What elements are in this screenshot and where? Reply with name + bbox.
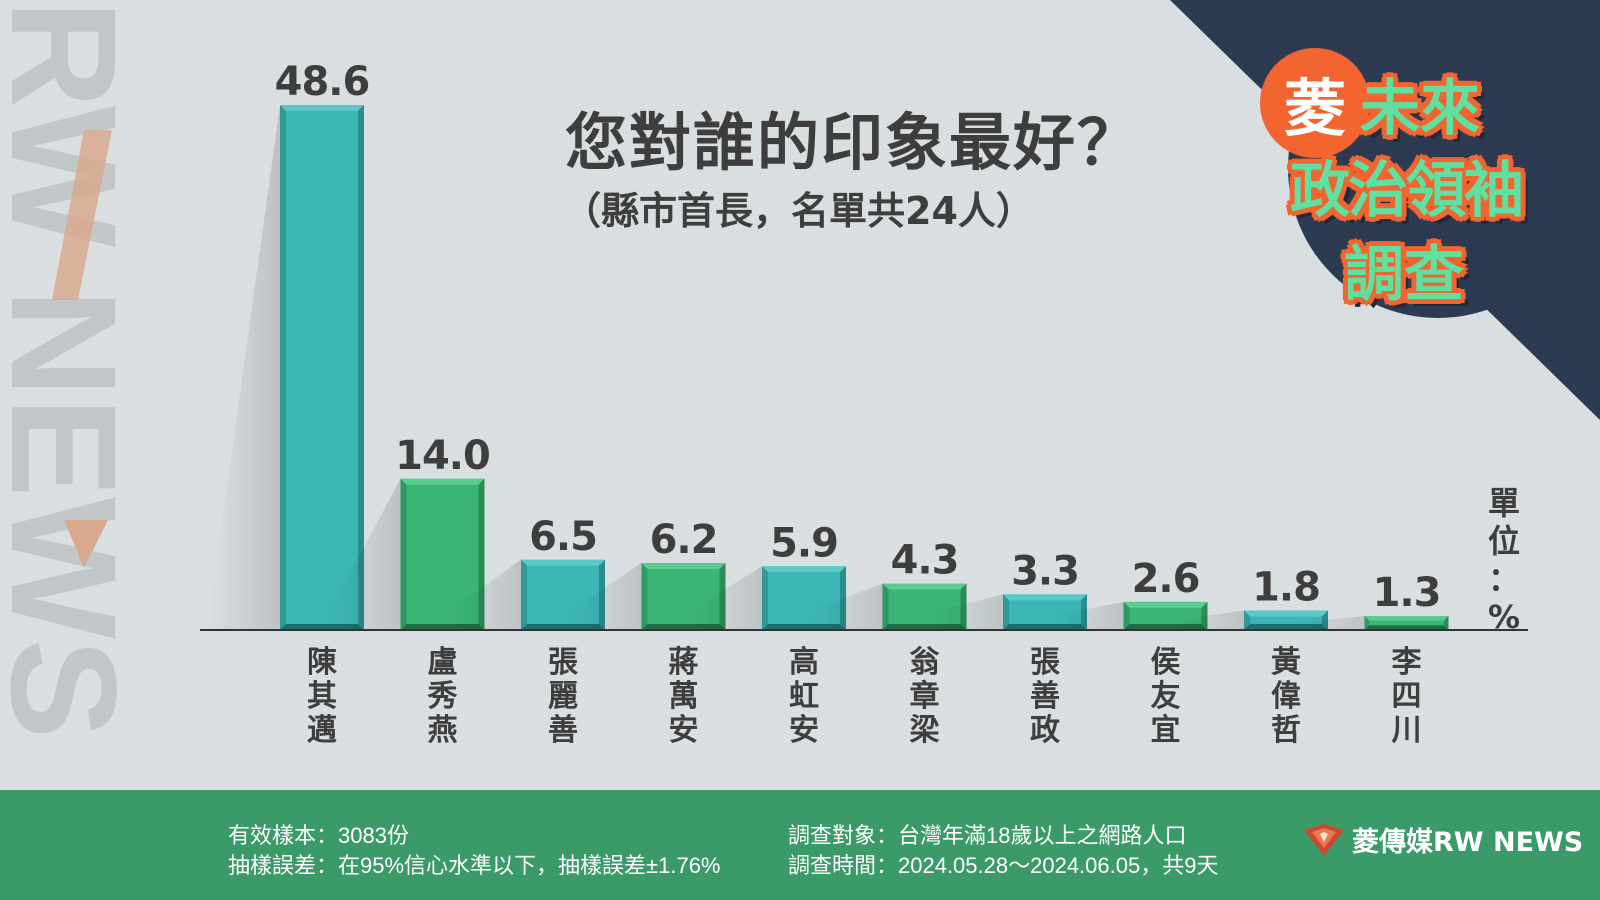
bar-value-label: 3.3: [1011, 548, 1079, 594]
bar-bevel-left: [1003, 594, 1009, 630]
survey-badge: 菱 未來 政治領袖 調查: [1260, 30, 1580, 320]
badge-line-2: 政治領袖: [1290, 156, 1524, 226]
bar-value-label: 6.5: [529, 514, 597, 560]
bar-bevel-top: [1244, 610, 1328, 617]
brand-mark-icon: [1304, 823, 1344, 856]
bar-bevel-left: [1244, 610, 1250, 630]
bar-bevel-left: [641, 563, 648, 630]
footer-error: 抽樣誤差：在95%信心水準以下，抽樣誤差±1.76%: [228, 853, 721, 878]
category-label: 張麗善: [548, 645, 578, 748]
bar-value-label: 48.6: [275, 59, 370, 105]
bar-chart: 48.6 陳其邁 14.0 盧秀燕 6.5 張麗善 6.2 蔣萬安 5.9 高虹安 4.3 翁章梁 3.…: [200, 59, 1528, 748]
bar-value-label: 14.0: [395, 433, 490, 479]
bar-value-label: 1.3: [1373, 570, 1441, 616]
bar-value-label: 4.3: [891, 538, 959, 584]
bar: [280, 105, 364, 630]
category-label: 李四川: [1392, 645, 1422, 748]
chart-subtitle: （縣市首長，名單共24人）: [563, 189, 1034, 233]
unit-char: %: [1487, 598, 1521, 636]
category-label: 侯友宜: [1151, 645, 1181, 748]
badge-line-1: 未來: [1360, 74, 1480, 144]
watermark-text: RW NEWS: [0, 0, 148, 739]
watermark-accent-stroke: [52, 130, 112, 300]
footer-period: 調查時間：2024.05.28～2024.06.05，共9天: [788, 853, 1219, 878]
category-label: 陳其邁: [307, 645, 337, 748]
bar-bevel-top: [1364, 615, 1449, 621]
bar-bevel-right: [358, 105, 364, 630]
bar-shadow: [451, 559, 521, 630]
bar-bevel-left: [521, 559, 527, 630]
bar-shadow: [933, 594, 1003, 630]
category-label: 翁章梁: [910, 645, 940, 748]
bar-shadow: [1294, 615, 1365, 630]
bar-bevel-top: [641, 563, 726, 570]
bar-bevel-bottom: [1364, 625, 1449, 630]
bar-shadow: [1053, 601, 1124, 630]
unit-label: 單 位 ： %: [1484, 484, 1524, 636]
bar-value-label: 5.9: [770, 520, 838, 566]
bar-bevel-top: [1003, 594, 1087, 601]
category-label: 黃偉哲: [1271, 645, 1301, 748]
bar-bevel-top: [1123, 601, 1208, 608]
bar-value-label: 6.2: [650, 517, 718, 563]
bar-bevel-left: [1123, 601, 1130, 630]
bar-bevel-top: [762, 566, 846, 573]
bar-bevel-right: [1443, 615, 1449, 630]
category-label: 蔣萬安: [669, 645, 699, 748]
bar-value-label: 1.8: [1252, 565, 1320, 611]
bar-shadow: [1174, 610, 1244, 630]
brand-name: 菱傳媒RW NEWS: [1352, 827, 1584, 858]
bar-bevel-left: [1364, 615, 1370, 630]
bar-shadow: [812, 583, 883, 630]
bar-bevel-left: [280, 105, 286, 630]
bar-bevel-top: [400, 478, 485, 485]
bar-bevel-left: [882, 583, 889, 630]
category-label: 盧秀燕: [427, 645, 458, 748]
unit-char: 位: [1487, 522, 1520, 560]
bar-shadow: [330, 478, 401, 630]
footer-target: 調查對象：台灣年滿18歲以上之網路人口: [788, 823, 1187, 848]
badge-line-3: 調查: [1344, 240, 1464, 310]
bar: [1364, 615, 1449, 630]
bar-bevel-left: [762, 566, 768, 630]
category-label: 張善政: [1030, 645, 1060, 748]
bar-shadow: [210, 105, 280, 630]
watermark-logo: RW NEWS: [0, 0, 148, 739]
footer-bar: 有效樣本：3083份 抽樣誤差：在95%信心水準以下，抽樣誤差±1.76% 調查…: [0, 790, 1600, 900]
bar-bevel-top: [521, 559, 605, 566]
unit-char: ：: [1487, 560, 1520, 598]
chart-title: 您對誰的印象最好？: [565, 106, 1142, 179]
footer-sample: 有效樣本：3083份: [228, 823, 409, 848]
bar-bevel-left: [400, 478, 407, 630]
watermark-triangle: [64, 520, 108, 568]
badge-circle: 菱: [1260, 48, 1370, 158]
category-label: 高虹安: [789, 645, 819, 748]
bar-value-label: 2.6: [1132, 556, 1200, 602]
bar-face: [280, 105, 364, 630]
bar-bevel-top: [882, 583, 967, 590]
bar-shadow: [571, 563, 642, 630]
unit-char: 單: [1487, 484, 1520, 522]
bar-shadow: [692, 566, 762, 630]
brand-logo: 菱傳媒RW NEWS: [1302, 820, 1583, 859]
bar-bevel-top: [280, 105, 364, 111]
